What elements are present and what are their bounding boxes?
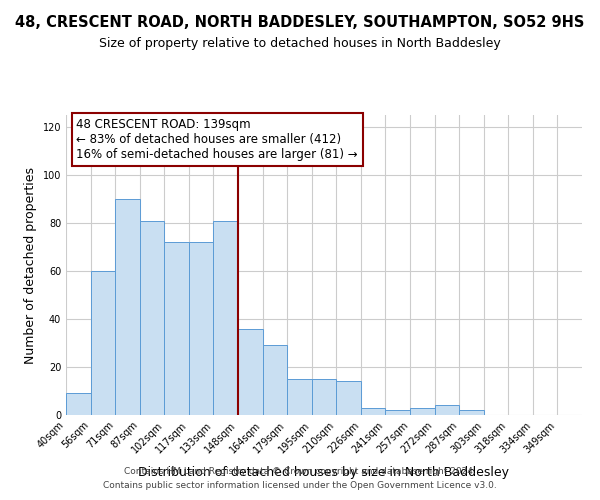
Bar [91, 271, 115, 415]
Bar [214, 220, 238, 415]
Bar [385, 410, 410, 415]
Bar [410, 408, 434, 415]
Bar [336, 382, 361, 415]
Bar [238, 328, 263, 415]
Bar [434, 406, 459, 415]
Text: Contains HM Land Registry data © Crown copyright and database right 2024.: Contains HM Land Registry data © Crown c… [124, 467, 476, 476]
Y-axis label: Number of detached properties: Number of detached properties [24, 166, 37, 364]
Text: 48, CRESCENT ROAD, NORTH BADDESLEY, SOUTHAMPTON, SO52 9HS: 48, CRESCENT ROAD, NORTH BADDESLEY, SOUT… [16, 15, 584, 30]
Bar [361, 408, 385, 415]
Bar [263, 346, 287, 415]
Bar [189, 242, 214, 415]
Text: 48 CRESCENT ROAD: 139sqm
← 83% of detached houses are smaller (412)
16% of semi-: 48 CRESCENT ROAD: 139sqm ← 83% of detach… [76, 118, 358, 161]
Bar [287, 379, 312, 415]
Bar [140, 220, 164, 415]
X-axis label: Distribution of detached houses by size in North Baddesley: Distribution of detached houses by size … [139, 466, 509, 479]
Bar [312, 379, 336, 415]
Bar [66, 394, 91, 415]
Bar [459, 410, 484, 415]
Text: Contains public sector information licensed under the Open Government Licence v3: Contains public sector information licen… [103, 481, 497, 490]
Text: Size of property relative to detached houses in North Baddesley: Size of property relative to detached ho… [99, 38, 501, 51]
Bar [115, 199, 140, 415]
Bar [164, 242, 189, 415]
